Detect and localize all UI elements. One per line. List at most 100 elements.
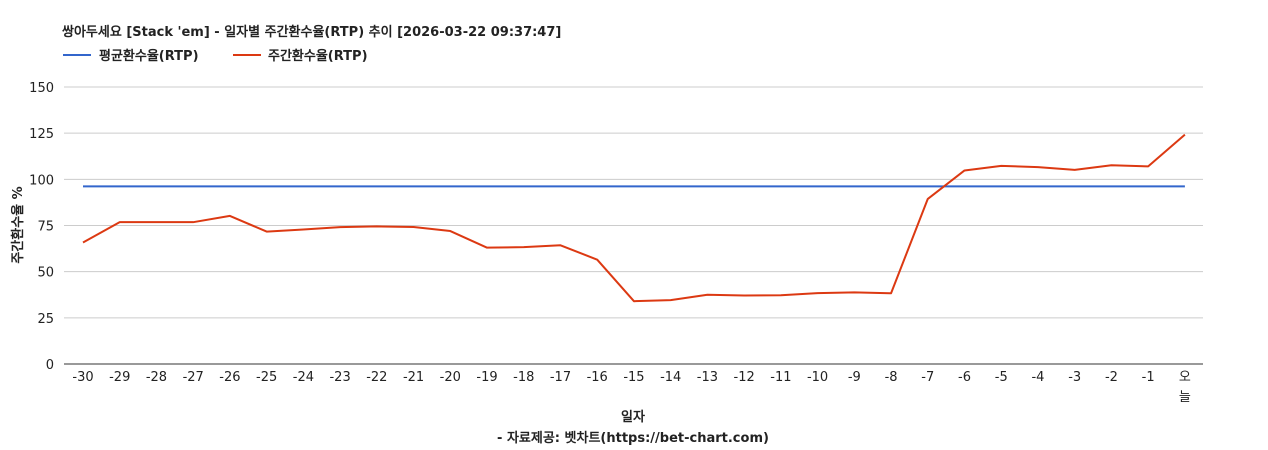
data-point[interactable] — [188, 181, 198, 191]
x-tick-label: -13 — [697, 370, 718, 385]
y-tick-label: 125 — [29, 127, 54, 142]
data-point[interactable] — [78, 237, 88, 247]
data-point[interactable] — [445, 181, 455, 191]
data-point[interactable] — [151, 217, 161, 227]
data-point[interactable] — [1143, 161, 1153, 171]
data-point[interactable] — [335, 181, 345, 191]
data-point[interactable] — [1070, 165, 1080, 175]
x-axis-title: 일자 — [621, 410, 645, 425]
data-point[interactable] — [776, 290, 786, 300]
data-point[interactable] — [298, 181, 308, 191]
data-point[interactable] — [372, 181, 382, 191]
data-point[interactable] — [115, 217, 125, 227]
source-credit: - 자료제공: 벳차트(https://bet-chart.com) — [497, 430, 769, 446]
data-point[interactable] — [1180, 130, 1190, 140]
data-point[interactable] — [482, 243, 492, 253]
data-point[interactable] — [1180, 181, 1190, 191]
x-tick-label: -14 — [660, 370, 681, 385]
x-tick-label: -19 — [476, 370, 497, 385]
data-point[interactable] — [923, 194, 933, 204]
data-point[interactable] — [592, 255, 602, 265]
data-point[interactable] — [996, 181, 1006, 191]
x-tick-label: -1 — [1142, 370, 1155, 385]
x-tick-label: -11 — [770, 370, 791, 385]
legend-item-average[interactable]: 평균환수율(RTP) — [63, 48, 199, 64]
data-point[interactable] — [225, 181, 235, 191]
data-point[interactable] — [555, 181, 565, 191]
x-tick-label: -23 — [329, 370, 350, 385]
data-point[interactable] — [813, 288, 823, 298]
x-tick-label: -24 — [293, 370, 314, 385]
data-point[interactable] — [298, 225, 308, 235]
legend-item-weekly[interactable]: 주간환수율(RTP) — [233, 48, 368, 64]
x-tick-label: -3 — [1068, 370, 1081, 385]
data-point[interactable] — [886, 288, 896, 298]
data-point[interactable] — [960, 181, 970, 191]
data-point[interactable] — [445, 226, 455, 236]
data-point[interactable] — [1033, 162, 1043, 172]
x-tick-label: -2 — [1105, 370, 1118, 385]
data-point[interactable] — [849, 287, 859, 297]
x-tick-label: -26 — [219, 370, 240, 385]
data-point[interactable] — [372, 221, 382, 231]
data-point[interactable] — [1033, 181, 1043, 191]
y-tick-label: 25 — [37, 312, 54, 327]
data-point[interactable] — [849, 181, 859, 191]
x-tick-label: -10 — [807, 370, 828, 385]
data-point[interactable] — [739, 181, 749, 191]
data-point[interactable] — [629, 296, 639, 306]
data-point[interactable] — [115, 181, 125, 191]
data-point[interactable] — [886, 181, 896, 191]
y-axis-title: 주간환수율 % — [10, 186, 26, 263]
data-point[interactable] — [1143, 181, 1153, 191]
x-tick-label: -8 — [885, 370, 898, 385]
weekly-rtp-line — [82, 133, 1186, 303]
data-point[interactable] — [813, 181, 823, 191]
data-point[interactable] — [519, 181, 529, 191]
data-point[interactable] — [335, 222, 345, 232]
y-tick-label: 50 — [37, 266, 54, 281]
x-tick-label: -28 — [146, 370, 167, 385]
data-point[interactable] — [78, 181, 88, 191]
data-point[interactable] — [739, 290, 749, 300]
x-tick-label: -7 — [921, 370, 934, 385]
data-point[interactable] — [519, 242, 529, 252]
x-tick-label: -18 — [513, 370, 534, 385]
x-tick-label: -22 — [366, 370, 387, 385]
data-point[interactable] — [996, 161, 1006, 171]
y-axis-ticks: 0 25 50 75 100 125 150 — [29, 81, 54, 373]
data-point[interactable] — [592, 181, 602, 191]
x-axis-ticks: -30 -29 -28 -27 -26 -25 -24 -23 -22 -21 -20 -19 -18 -… — [72, 370, 1191, 405]
y-tick-label: 0 — [46, 358, 54, 373]
grid — [64, 86, 1203, 365]
data-point[interactable] — [776, 181, 786, 191]
y-tick-label: 150 — [29, 81, 54, 96]
y-tick-label: 75 — [37, 220, 54, 235]
data-point[interactable] — [629, 181, 639, 191]
data-point[interactable] — [666, 181, 676, 191]
data-point[interactable] — [482, 181, 492, 191]
x-tick-label: -4 — [1031, 370, 1044, 385]
data-point[interactable] — [702, 290, 712, 300]
data-point[interactable] — [1106, 160, 1116, 170]
legend: 평균환수율(RTP) 주간환수율(RTP) — [63, 48, 368, 64]
data-point[interactable] — [960, 165, 970, 175]
x-tick-label: -30 — [72, 370, 93, 385]
data-point[interactable] — [702, 181, 712, 191]
data-point[interactable] — [409, 181, 419, 191]
legend-label-weekly: 주간환수율(RTP) — [268, 48, 368, 64]
data-point[interactable] — [666, 295, 676, 305]
data-point[interactable] — [262, 181, 272, 191]
data-point[interactable] — [225, 211, 235, 221]
data-point[interactable] — [188, 217, 198, 227]
data-point[interactable] — [1106, 181, 1116, 191]
data-point[interactable] — [409, 222, 419, 232]
data-point[interactable] — [262, 227, 272, 237]
data-point[interactable] — [923, 181, 933, 191]
x-tick-label: -17 — [550, 370, 571, 385]
data-point[interactable] — [1070, 181, 1080, 191]
data-point[interactable] — [555, 240, 565, 250]
data-point[interactable] — [151, 181, 161, 191]
